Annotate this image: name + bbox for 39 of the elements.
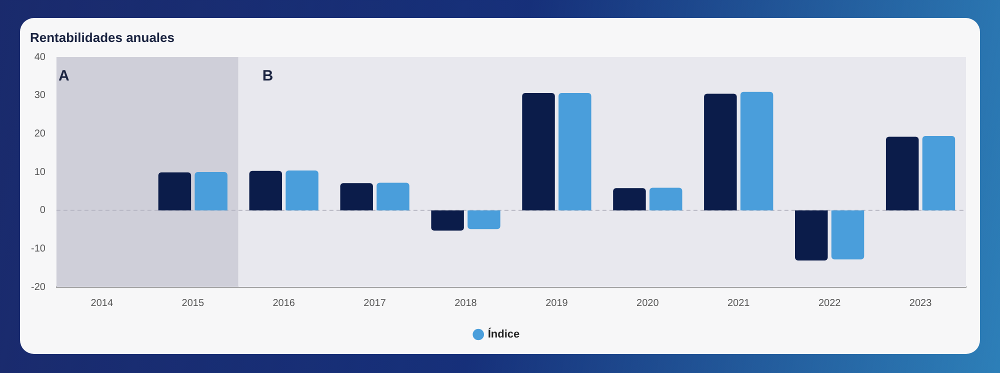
- legend-label: Índice: [488, 328, 520, 341]
- bar: [558, 93, 592, 210]
- bar: [431, 210, 464, 231]
- y-tick-label: 30: [34, 90, 46, 102]
- bar: [249, 170, 282, 210]
- band-label: A: [58, 68, 70, 85]
- y-tick-label: 20: [34, 128, 46, 140]
- x-tick-label: 2016: [272, 298, 296, 309]
- bar: [613, 188, 646, 210]
- bar: [704, 94, 737, 210]
- bar: [194, 172, 228, 210]
- x-tick-label: 2022: [818, 298, 842, 309]
- bar: [649, 188, 682, 210]
- bar: [831, 210, 864, 260]
- bar: [376, 182, 410, 210]
- y-tick-label: 10: [34, 166, 46, 178]
- x-tick-label: 2014: [90, 298, 114, 309]
- x-tick-label: 2021: [727, 298, 750, 309]
- y-tick-label: 0: [40, 205, 46, 216]
- x-tick-label: 2018: [454, 298, 478, 309]
- bar: [886, 136, 919, 210]
- x-tick-label: 2023: [909, 298, 932, 309]
- bar: [468, 210, 500, 230]
- band-label: B: [262, 68, 274, 85]
- x-tick-label: 2020: [636, 298, 660, 309]
- bar: [922, 136, 956, 210]
- bar: [158, 172, 192, 210]
- bar: [795, 210, 828, 261]
- y-tick-label: -20: [31, 282, 46, 293]
- y-tick-label: 40: [34, 52, 46, 63]
- x-tick-label: 2015: [182, 298, 204, 309]
- y-tick-label: -10: [31, 243, 46, 254]
- chart-title: Rentabilidades anuales: [30, 30, 174, 45]
- x-tick-label: 2019: [546, 298, 568, 309]
- bar: [286, 170, 318, 210]
- bar: [340, 183, 373, 210]
- bar: [740, 92, 774, 210]
- x-tick-label: 2017: [364, 298, 386, 309]
- bar: [522, 93, 555, 210]
